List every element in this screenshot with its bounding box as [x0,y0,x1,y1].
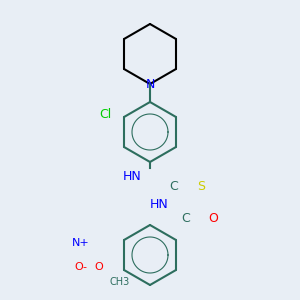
Text: HN: HN [123,170,141,184]
Text: O: O [208,212,218,226]
Text: Cl: Cl [99,107,111,121]
Text: O: O [94,262,103,272]
Text: N+: N+ [72,238,90,248]
Text: CH3: CH3 [110,277,130,287]
Text: N: N [145,77,155,91]
Text: C: C [182,212,190,226]
Text: C: C [169,179,178,193]
Text: HN: HN [150,197,168,211]
Text: O-: O- [74,262,88,272]
Text: S: S [197,179,205,193]
